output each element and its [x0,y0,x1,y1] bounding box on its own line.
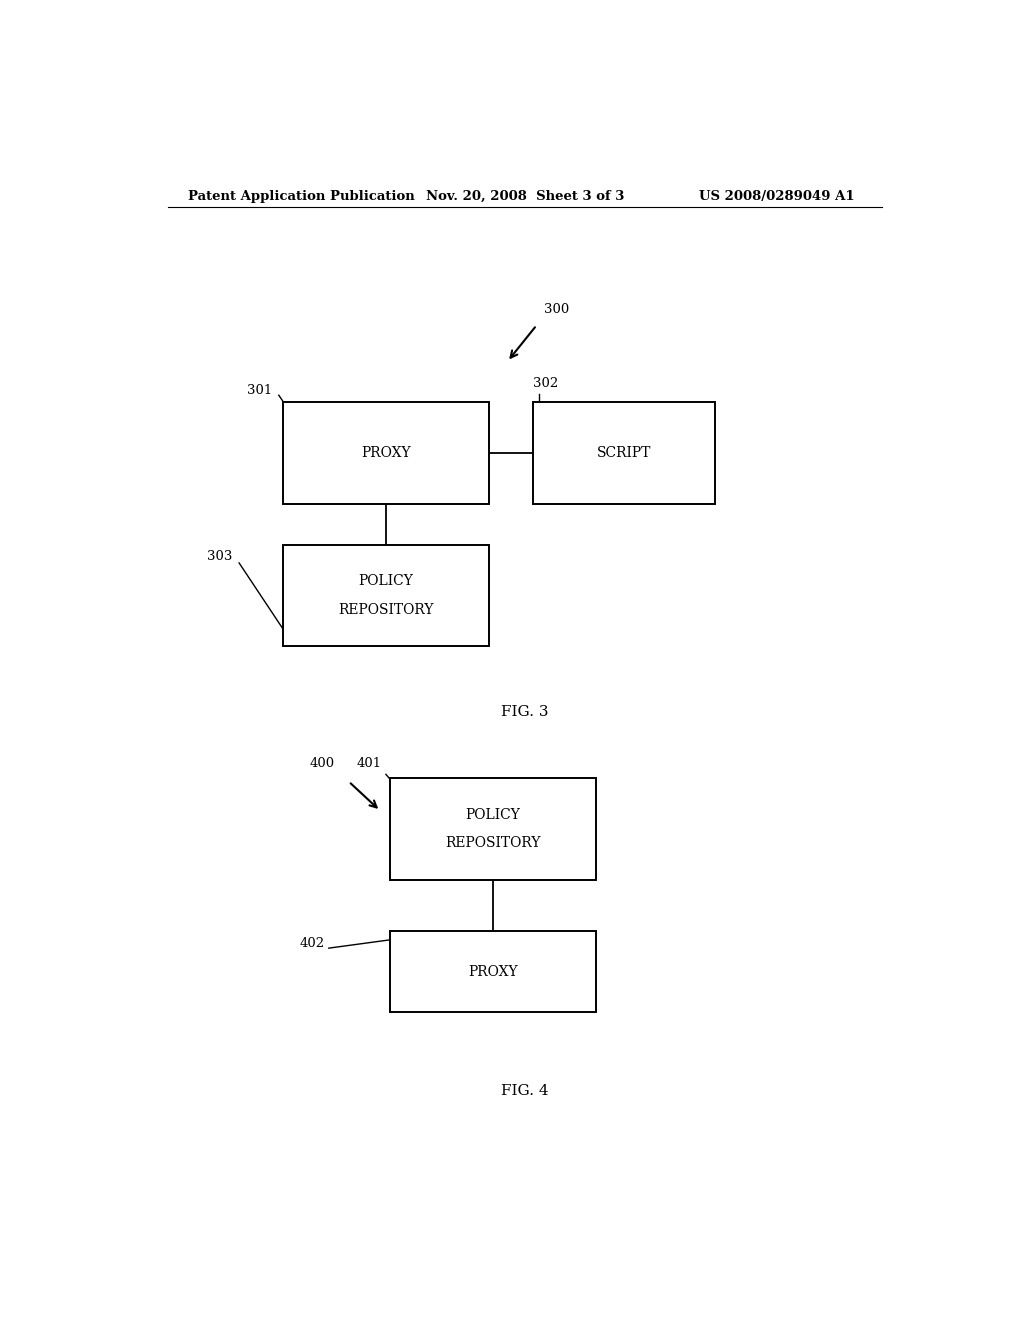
Text: FIG. 4: FIG. 4 [501,1085,549,1098]
Bar [532,403,716,504]
Text: 302: 302 [532,378,558,391]
Text: US 2008/0289049 A1: US 2008/0289049 A1 [699,190,855,203]
Bar [390,779,596,880]
Text: Nov. 20, 2008  Sheet 3 of 3: Nov. 20, 2008 Sheet 3 of 3 [426,190,624,203]
Bar [283,403,489,504]
Bar [283,545,489,647]
Text: POLICY: POLICY [466,808,520,822]
Text: SCRIPT: SCRIPT [597,446,651,461]
Text: 402: 402 [300,937,325,949]
Text: REPOSITORY: REPOSITORY [338,603,434,616]
Text: FIG. 3: FIG. 3 [501,705,549,719]
Text: 303: 303 [208,550,232,564]
Text: REPOSITORY: REPOSITORY [445,837,541,850]
Text: 301: 301 [247,384,272,396]
Text: Patent Application Publication: Patent Application Publication [187,190,415,203]
Text: 401: 401 [356,758,382,771]
Text: POLICY: POLICY [358,574,414,589]
Bar [390,931,596,1012]
Text: 400: 400 [310,758,335,771]
Text: PROXY: PROXY [361,446,411,461]
Text: PROXY: PROXY [468,965,518,978]
Text: 300: 300 [544,304,569,315]
